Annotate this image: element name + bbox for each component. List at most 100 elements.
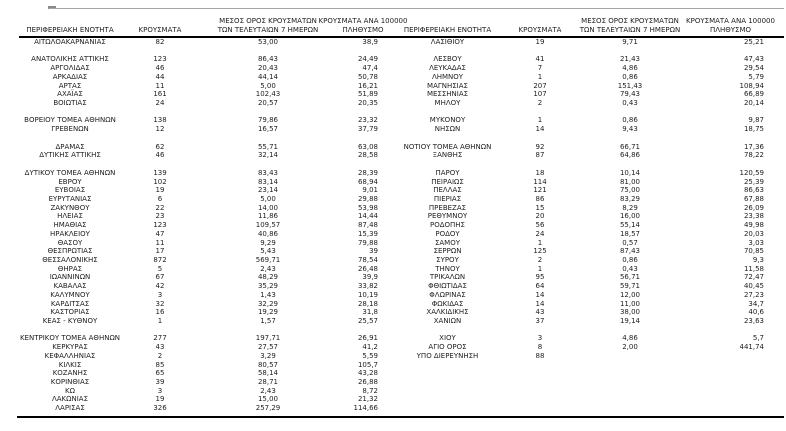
cell-per100k: 78,54 [357, 255, 378, 264]
table-row: ΑΝΑΤΟΛΙΚΗΣ ΑΤΤΙΚΗΣ 123 86,43 24,49 [20, 55, 390, 64]
cell-per100k: 63,08 [357, 142, 378, 151]
cell-region: ΘΕΣΣΑΛΟΝΙΚΗΣ [42, 255, 98, 264]
cell-cases: 1 [537, 116, 543, 125]
cell-per100k: 26,91 [357, 334, 378, 343]
cell-per100k: 23,38 [743, 212, 764, 221]
cell-cases: 6 [157, 194, 163, 203]
cell-per100k: 68,94 [357, 177, 378, 186]
cell-cases: 12 [155, 125, 165, 134]
cell-region: ΠΕΛΛΑΣ [433, 186, 462, 195]
cell-region: ΚΑΛΥΜΝΟΥ [50, 290, 90, 299]
header-underline [19, 36, 784, 38]
table-row: ΛΑΡΙΣΑΣ 326 257,29 114,66 [20, 404, 390, 413]
cell-cases: 85 [155, 360, 165, 369]
cell-per100k: 29,54 [743, 64, 764, 73]
cell-per100k: 66,89 [743, 90, 764, 99]
cell-avg: 4,86 [622, 64, 638, 73]
table-row: ΚΕΦΑΛΛΗΝΙΑΣ 2 3,29 5,59 [20, 352, 390, 361]
cell-cases: 121 [533, 186, 547, 195]
cell-region: ΚΑΒΑΛΑΣ [53, 282, 87, 291]
table-row: ΞΑΝΘΗΣ 87 64,86 78,22 [400, 151, 786, 160]
cell-cases: 22 [155, 203, 165, 212]
cell-avg: 197,71 [255, 334, 281, 343]
cell-per100k: 28,58 [357, 151, 378, 160]
cell-region: ΡΕΘΥΜΝΟΥ [427, 212, 468, 221]
cell-region: ΝΗΣΩΝ [434, 125, 461, 134]
group-spacer [400, 108, 786, 117]
table-row: ΛΑΣΙΘΙΟΥ 19 9,71 25,21 [400, 38, 786, 47]
table-row: ΘΕΣΣΑΛΟΝΙΚΗΣ 872 569,71 78,54 [20, 256, 390, 265]
cell-region: ΣΕΡΡΩΝ [433, 247, 462, 256]
cell-avg: 83,29 [619, 194, 641, 203]
cell-per100k: 49,98 [743, 221, 764, 230]
cell-avg: 40,86 [257, 229, 279, 238]
cell-avg: 83,43 [257, 168, 279, 177]
cell-region: ΕΒΡΟΥ [58, 177, 82, 186]
cell-per100k: 47,43 [743, 55, 764, 64]
cell-per100k: 20,14 [743, 99, 764, 108]
cell-avg: 79,86 [257, 116, 279, 125]
cell-region: ΛΑΚΩΝΙΑΣ [51, 395, 89, 404]
table-row: ΜΥΚΟΝΟΥ 1 0,86 9,87 [400, 116, 786, 125]
cell-avg [585, 352, 675, 361]
table-row: ΔΥΤΙΚΗΣ ΑΤΤΙΚΗΣ 46 32,14 28,58 [20, 151, 390, 160]
cell-cases: 123 [153, 221, 167, 230]
cell-per100k: 11,58 [743, 264, 764, 273]
table-row: ΠΡΕΒΕΖΑΣ 15 8,29 26,09 [400, 204, 786, 213]
cell-cases: 56 [535, 221, 545, 230]
cell-per100k: 86,63 [743, 186, 764, 195]
table-row: ΜΕΣΣΗΝΙΑΣ 107 79,43 66,89 [400, 90, 786, 99]
cell-cases: 114 [533, 177, 547, 186]
cell-region: ΚΕΝΤΡΙΚΟΥ ΤΟΜΕΑ ΑΘΗΝΩΝ [19, 334, 121, 343]
table-row: ΑΡΤΑΣ 11 5,00 16,21 [20, 82, 390, 91]
table-row: ΜΑΓΝΗΣΙΑΣ 207 151,43 108,94 [400, 82, 786, 91]
cell-region: ΦΘΙΩΤΙΔΑΣ [428, 282, 467, 291]
cell-per100k: 47,4 [362, 64, 378, 73]
group-spacer [20, 160, 390, 169]
cell-avg: 20,57 [257, 99, 279, 108]
cell-region: ΘΑΣΟΥ [57, 238, 83, 247]
table-row: ΛΗΜΝΟΥ 1 0,86 5,79 [400, 73, 786, 82]
table-row: ΧΑΝΙΩΝ 37 19,14 23,63 [400, 317, 786, 326]
cell-avg: 81,00 [619, 177, 641, 186]
cell-avg: 11,86 [257, 212, 279, 221]
cell-cases: 67 [155, 273, 165, 282]
cell-per100k: 39,9 [362, 273, 378, 282]
cell-cases: 37 [535, 317, 545, 325]
cell-avg: 56,71 [619, 273, 641, 282]
table-row: ΚΩ 3 2,43 8,72 [20, 387, 390, 396]
cell-cases: 3 [537, 334, 543, 343]
cell-avg: 38,00 [619, 308, 641, 317]
cell-per100k: 105,7 [357, 360, 378, 369]
cell-per100k: 24,49 [357, 55, 378, 64]
cell-per100k: 9,87 [748, 116, 764, 125]
cell-avg: 58,14 [257, 369, 279, 378]
table-row: ΚΑΣΤΟΡΙΑΣ 16 19,29 31,8 [20, 308, 390, 317]
cell-region: ΦΩΚΙΔΑΣ [431, 299, 464, 308]
cell-region: ΚΕΑΣ - ΚΥΘΝΟΥ [42, 317, 98, 325]
cell-per100k: 25,21 [743, 38, 764, 46]
table-row: ΑΡΓΟΛΙΔΑΣ 46 20,43 47,4 [20, 64, 390, 73]
cell-cases: 16 [155, 308, 165, 317]
cell-avg: 10,14 [619, 168, 641, 177]
cell-per100k: 20,35 [357, 99, 378, 108]
cell-region: ΛΕΣΒΟΥ [433, 55, 462, 64]
table-row: ΣΥΡΟΥ 2 0,86 9,3 [400, 256, 786, 265]
column-header-per100k: ΚΡΟΥΣΜΑΤΑ ΑΝΑ 100000 ΠΛΗΘΥΣΜΟ [319, 17, 408, 36]
cell-per100k: 34,7 [748, 299, 764, 308]
cell-per100k: 50,78 [357, 72, 378, 81]
cell-region: ΠΕΙΡΑΙΩΣ [431, 177, 464, 186]
cell-per100k: 16,21 [357, 81, 378, 90]
cell-per100k: 17,36 [743, 142, 764, 151]
cell-per100k: 39 [369, 247, 378, 256]
cell-per100k: 33,82 [357, 282, 378, 291]
cell-avg: 12,00 [619, 290, 641, 299]
cell-per100k: 72,47 [743, 273, 764, 282]
cell-per100k: 25,57 [357, 317, 378, 325]
cell-cases: 1 [537, 72, 543, 81]
table-row: ΚΙΛΚΙΣ 85 80,57 105,7 [20, 361, 390, 370]
cell-region: ΚΟΖΑΝΗΣ [52, 369, 88, 378]
column-header-avg7: ΜΕΣΟΣ ΟΡΟΣ ΚΡΟΥΣΜΑΤΩΝ ΤΩΝ ΤΕΛΕΥΤΑΙΩΝ 7 Η… [218, 17, 318, 36]
table-row: ΕΒΡΟΥ 102 83,14 68,94 [20, 178, 390, 187]
cell-avg: 5,00 [260, 194, 276, 203]
